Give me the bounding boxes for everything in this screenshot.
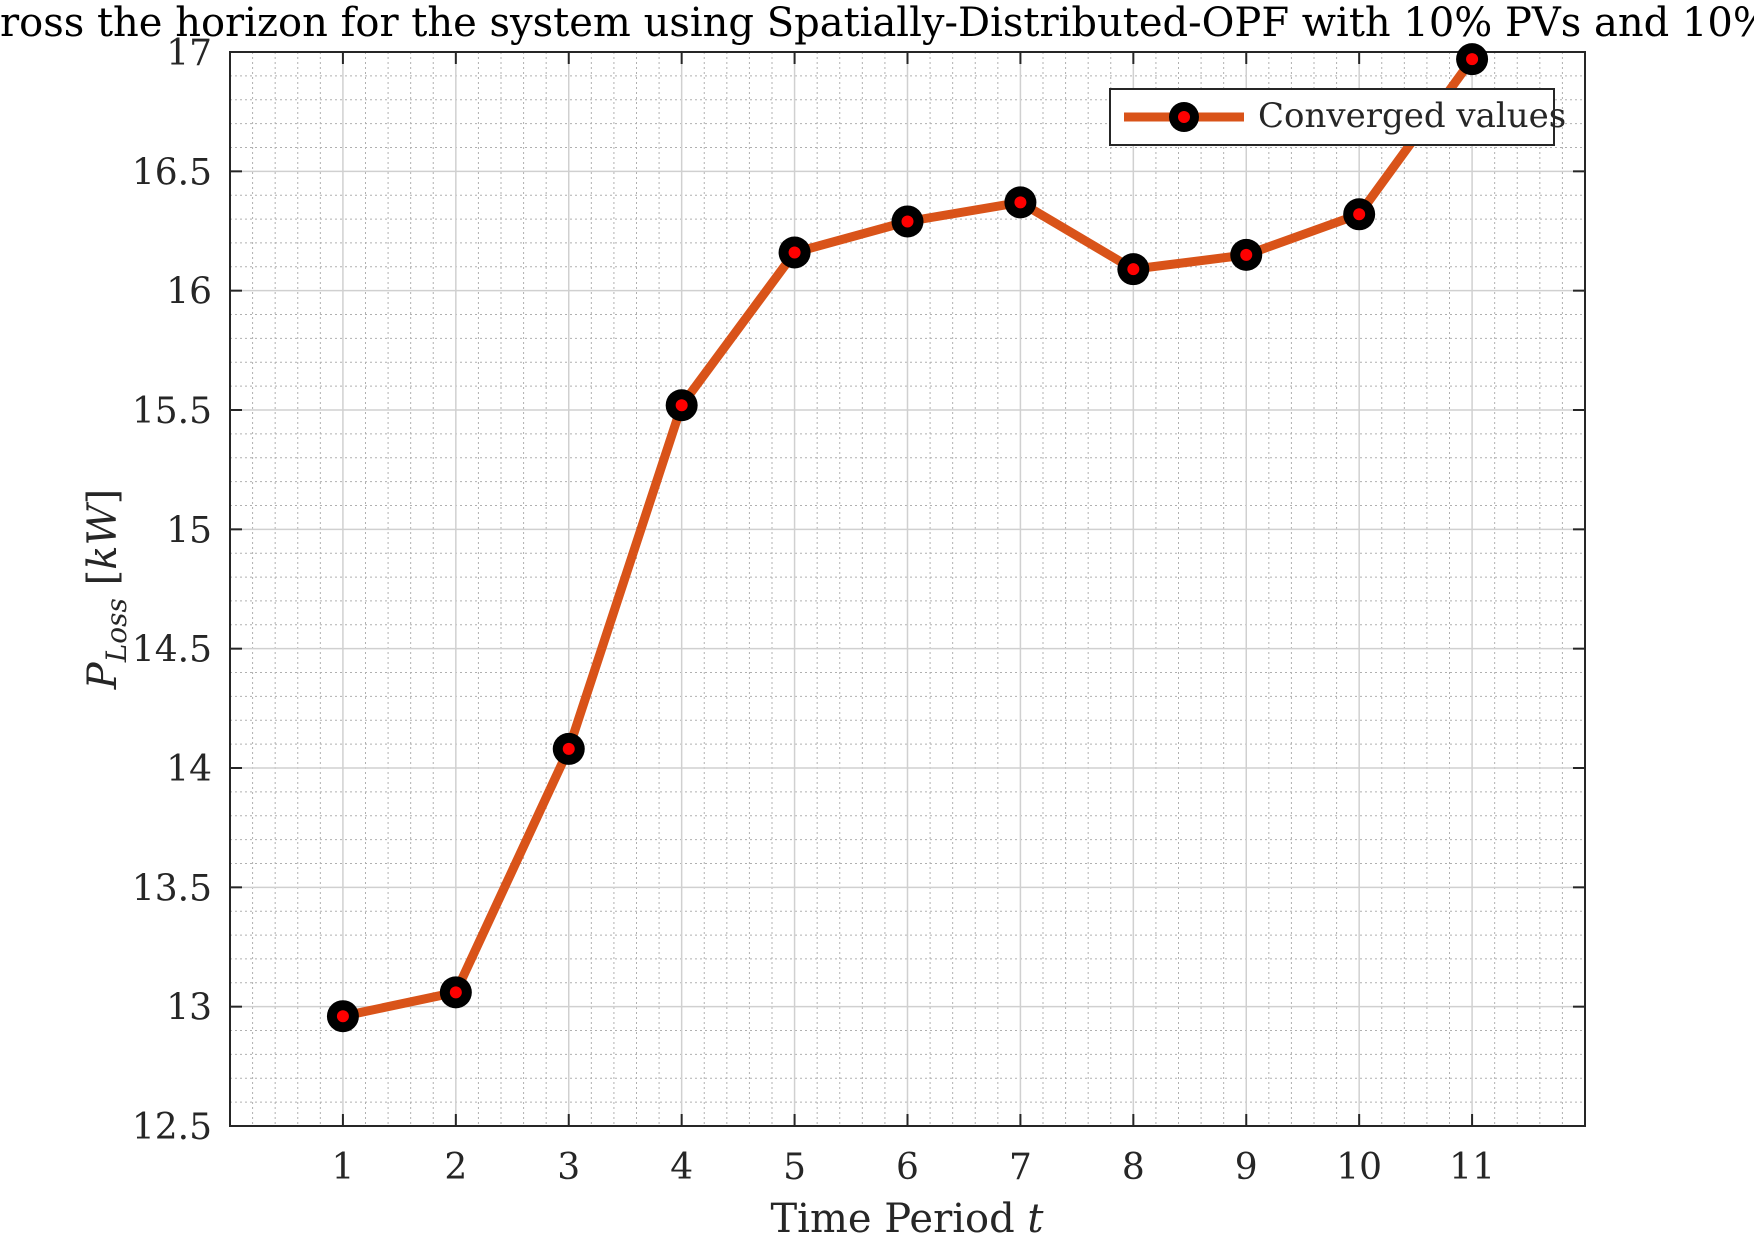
x-tick-label: 4 [670, 1147, 693, 1188]
data-point-center [1127, 263, 1140, 276]
y-tick-label: 16.5 [132, 152, 212, 193]
y-tick-label: 15.5 [132, 391, 212, 432]
data-point-center [1353, 208, 1366, 221]
major-grid [230, 51, 1585, 1127]
legend-label: Converged values [1258, 96, 1566, 136]
x-axis-label-var: t [1027, 1196, 1044, 1238]
y-axis-label-main: P [80, 661, 126, 690]
data-point-center [449, 986, 462, 999]
y-axis-label-sub: Loss [100, 598, 133, 663]
y-tick-labels: 12.5 13 13.5 14 14.5 15 15.5 16 16.5 17 [132, 33, 212, 1148]
y-tick-label: 17 [166, 33, 212, 74]
y-axis-label-unit: [kW] [80, 489, 126, 598]
chart-title: ross the horizon for the system using Sp… [0, 0, 1754, 46]
data-point-center [336, 1010, 349, 1023]
y-tick-label: 13 [166, 988, 212, 1029]
axis-ticks [230, 51, 1585, 1127]
x-axis-label: Time Period t [771, 1196, 1045, 1238]
y-tick-label: 13.5 [132, 868, 212, 909]
x-tick-label: 3 [557, 1147, 580, 1188]
y-tick-label: 16 [166, 272, 212, 313]
x-tick-label: 5 [783, 1147, 806, 1188]
y-tick-label: 15 [166, 510, 212, 551]
x-tick-label: 9 [1235, 1147, 1258, 1188]
data-point-center [1466, 53, 1479, 66]
x-tick-label: 10 [1336, 1147, 1382, 1188]
y-tick-label: 12.5 [132, 1107, 212, 1148]
data-point-center [788, 246, 801, 259]
data-point-center [675, 399, 688, 412]
data-point-center [562, 742, 575, 755]
x-tick-label: 1 [331, 1147, 354, 1188]
x-tick-label: 8 [1122, 1147, 1145, 1188]
y-tick-label: 14 [166, 749, 212, 790]
x-tick-label: 11 [1449, 1147, 1495, 1188]
x-tick-labels: 1 2 3 4 5 6 7 8 9 10 11 [331, 1147, 1495, 1188]
y-tick-label: 14.5 [132, 630, 212, 671]
series-layer [326, 43, 1489, 1033]
x-tick-label: 7 [1009, 1147, 1032, 1188]
x-axis-label-text: Time Period [771, 1196, 1028, 1238]
legend: Converged values [1109, 88, 1566, 146]
legend-marker-inner [1178, 111, 1190, 123]
y-axis-label: PLoss [kW] [80, 489, 133, 690]
x-tick-label: 6 [896, 1147, 919, 1188]
data-point-center [1014, 196, 1027, 209]
data-point-center [901, 215, 914, 228]
x-tick-label: 2 [444, 1147, 467, 1188]
data-point-center [1240, 248, 1253, 261]
